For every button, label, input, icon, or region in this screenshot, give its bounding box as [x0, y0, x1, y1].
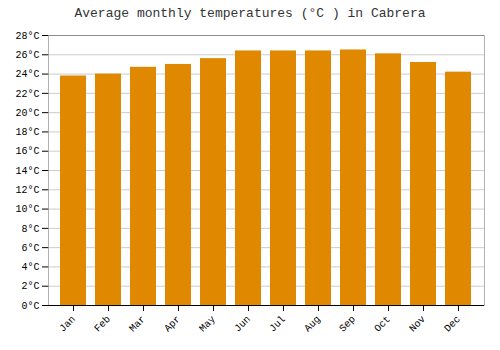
svg-text:16°C: 16°C [15, 146, 39, 157]
svg-text:2°C: 2°C [21, 281, 39, 292]
svg-text:8°C: 8°C [21, 224, 39, 235]
svg-text:Feb: Feb [92, 314, 113, 335]
svg-text:Aug: Aug [302, 314, 323, 335]
svg-text:18°C: 18°C [15, 127, 39, 138]
svg-text:0°C: 0°C [21, 301, 39, 312]
svg-text:Apr: Apr [162, 314, 183, 335]
svg-text:Oct: Oct [372, 314, 393, 335]
svg-text:28°C: 28°C [15, 31, 39, 42]
svg-text:Jan: Jan [57, 314, 78, 335]
svg-text:Jun: Jun [232, 314, 253, 335]
svg-text:22°C: 22°C [15, 89, 39, 100]
svg-text:Sep: Sep [337, 314, 358, 335]
svg-text:May: May [197, 314, 218, 335]
svg-text:12°C: 12°C [15, 185, 39, 196]
svg-text:Dec: Dec [442, 314, 463, 335]
svg-text:Nov: Nov [407, 314, 428, 335]
svg-text:Mar: Mar [127, 314, 148, 335]
svg-text:Jul: Jul [267, 314, 288, 335]
svg-text:26°C: 26°C [15, 50, 39, 61]
svg-text:14°C: 14°C [15, 166, 39, 177]
svg-text:20°C: 20°C [15, 108, 39, 119]
svg-text:6°C: 6°C [21, 243, 39, 254]
svg-text:24°C: 24°C [15, 69, 39, 80]
svg-text:10°C: 10°C [15, 204, 39, 215]
html-text:Average monthly temperatures (: Average monthly temperatures (°C ) in Ca… [74, 6, 426, 21]
svg-text:4°C: 4°C [21, 262, 39, 273]
